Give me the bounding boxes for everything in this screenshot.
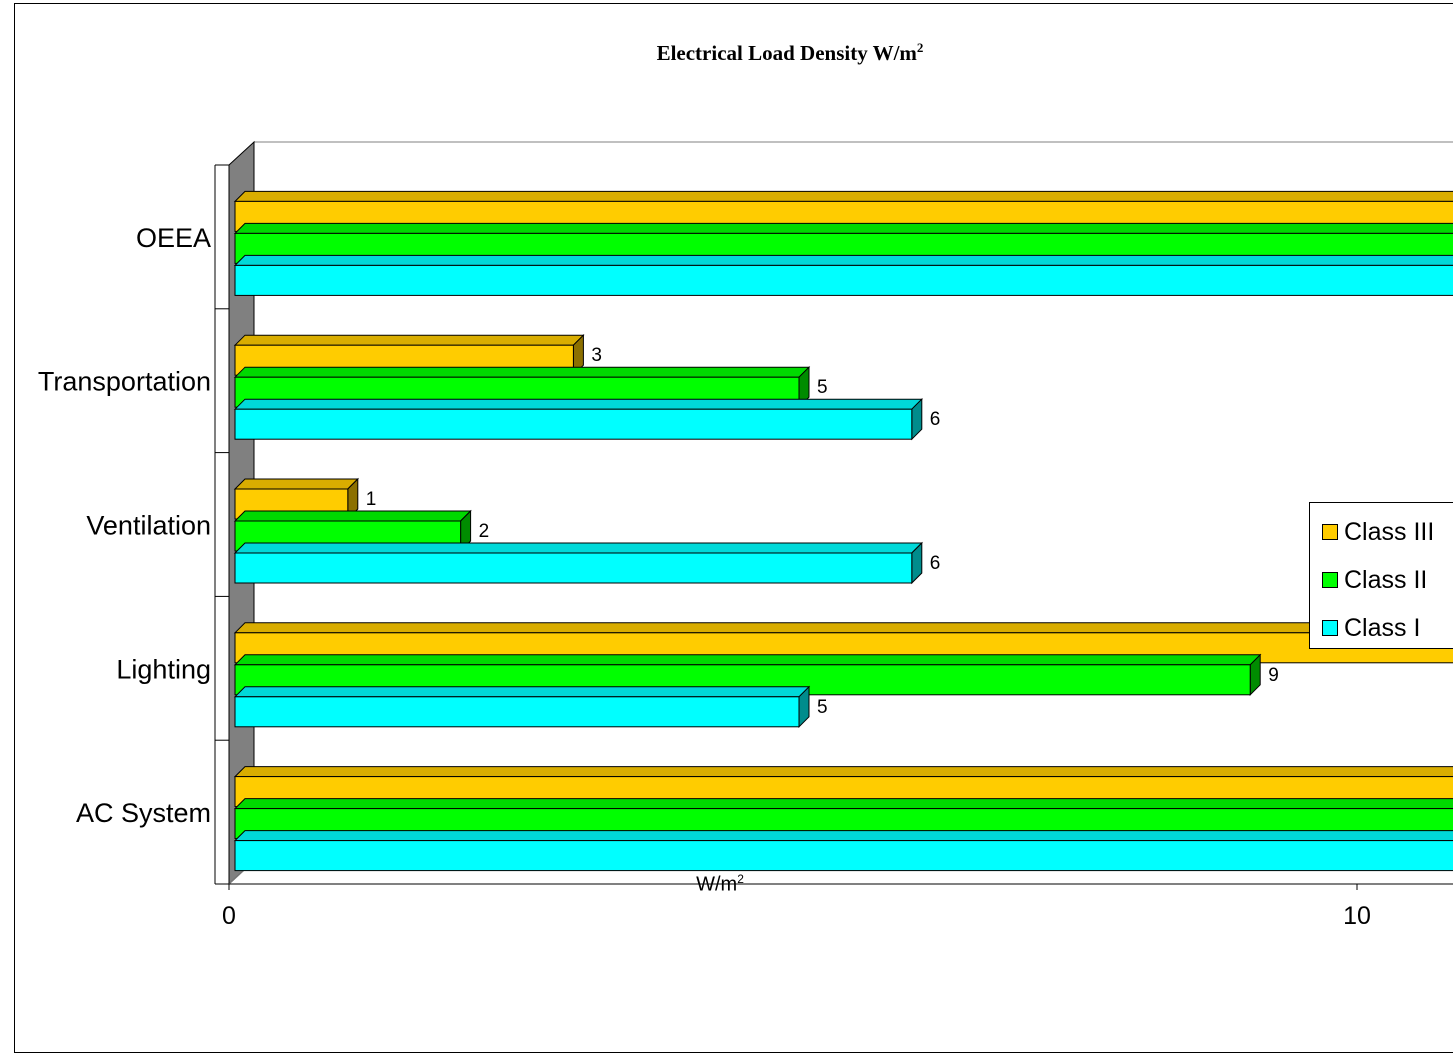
bar-class-i <box>234 552 913 584</box>
y-category-label: Lighting <box>116 654 211 684</box>
y-category-label: AC System <box>76 798 211 828</box>
bar-top-face <box>233 478 360 490</box>
chart-title-text: Electrical Load Density W/m <box>656 41 917 65</box>
legend-label: Class II <box>1344 565 1428 594</box>
data-label: 2 <box>479 521 490 542</box>
y-category-label: Transportation <box>38 367 211 397</box>
bar-top-face <box>233 686 811 698</box>
bar-top-face <box>233 398 924 410</box>
bar-top-face <box>233 334 585 346</box>
x-axis-label-superscript: 2 <box>737 872 744 886</box>
bar-class-i <box>234 408 913 440</box>
bar-top-face <box>233 366 811 378</box>
data-label: 3 <box>591 345 602 366</box>
legend-swatch <box>1322 572 1338 588</box>
bar-top-face <box>233 254 1453 266</box>
x-axis-label-text: W/m <box>696 873 738 896</box>
legend-swatch <box>1322 620 1338 636</box>
legend-item: Class II <box>1322 565 1427 595</box>
chart-title-superscript: 2 <box>916 40 924 55</box>
bar-top-face <box>233 190 1453 202</box>
bar-top-face <box>233 798 1453 810</box>
legend: Class III Class II Class I <box>1309 502 1453 649</box>
data-label: 9 <box>1268 665 1279 686</box>
bar-top-face <box>233 766 1453 778</box>
y-category-label: OEEA <box>136 223 211 253</box>
legend-item: Class I <box>1322 613 1420 643</box>
bar-top-face <box>233 654 1262 666</box>
x-tick-label: 10 <box>1343 902 1371 930</box>
chart-title: Electrical Load Density W/m2 <box>420 40 1160 66</box>
data-label: 6 <box>930 409 941 430</box>
data-label: 6 <box>930 553 941 574</box>
bar-class-i <box>234 696 800 728</box>
x-axis-label: W/m2 <box>660 872 780 897</box>
legend-item: Class III <box>1322 517 1434 547</box>
legend-label: Class III <box>1344 517 1435 546</box>
bar-class-i <box>234 264 1453 296</box>
data-label: 1 <box>366 489 377 510</box>
bar-top-face <box>233 542 924 554</box>
bar-top-face <box>233 622 1453 634</box>
data-label: 5 <box>817 377 828 398</box>
x-tick-label: 0 <box>222 902 236 930</box>
bar-top-face <box>233 830 1453 842</box>
legend-swatch <box>1322 524 1338 540</box>
bar-class-i <box>234 840 1453 872</box>
bar-top-face <box>233 222 1453 234</box>
y-category-label: Ventilation <box>86 511 211 541</box>
bar-top-face <box>233 510 472 522</box>
data-label: 5 <box>817 697 828 718</box>
legend-label: Class I <box>1344 613 1421 642</box>
